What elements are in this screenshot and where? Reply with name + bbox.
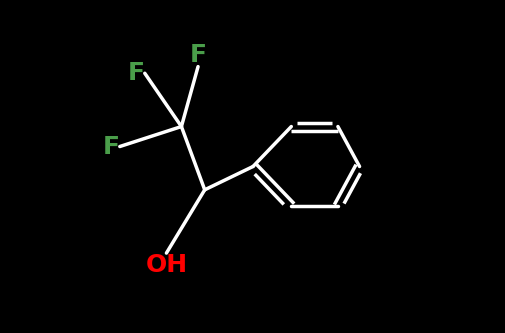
Text: OH: OH [145, 253, 187, 277]
Text: F: F [189, 43, 206, 67]
Text: F: F [128, 61, 144, 85]
Text: F: F [103, 135, 120, 159]
